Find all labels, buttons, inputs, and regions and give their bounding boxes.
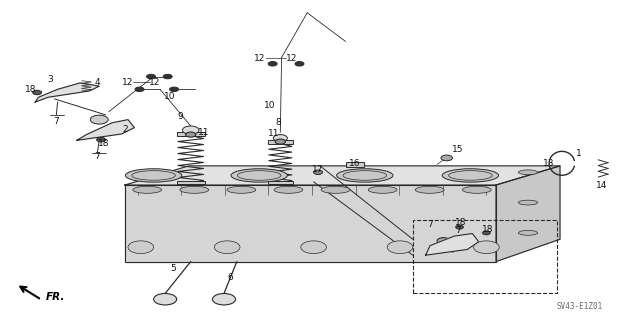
Bar: [346, 162, 364, 167]
Polygon shape: [77, 120, 134, 140]
Polygon shape: [125, 185, 496, 262]
Ellipse shape: [337, 169, 393, 182]
Bar: [268, 140, 293, 144]
Circle shape: [268, 62, 277, 66]
Circle shape: [295, 62, 304, 66]
Circle shape: [170, 87, 179, 92]
Circle shape: [147, 74, 156, 79]
Bar: [268, 181, 293, 184]
Circle shape: [456, 225, 463, 229]
Ellipse shape: [368, 186, 397, 193]
Circle shape: [273, 135, 287, 142]
Circle shape: [483, 231, 490, 235]
Text: 12: 12: [285, 54, 297, 63]
Bar: [177, 181, 205, 184]
Ellipse shape: [180, 186, 209, 193]
Circle shape: [437, 238, 450, 244]
Text: 15: 15: [452, 145, 463, 154]
Text: FR.: FR.: [46, 292, 65, 302]
Text: 7: 7: [95, 152, 100, 161]
Text: 13: 13: [543, 159, 555, 168]
Text: 11: 11: [198, 128, 209, 137]
Bar: [413, 220, 557, 293]
Ellipse shape: [125, 169, 182, 182]
Ellipse shape: [518, 170, 538, 175]
Text: 11: 11: [268, 129, 280, 138]
Circle shape: [301, 241, 326, 254]
Text: 7: 7: [54, 117, 59, 126]
Text: 10: 10: [164, 92, 175, 101]
Bar: [177, 132, 205, 136]
Ellipse shape: [274, 186, 303, 193]
Circle shape: [97, 137, 106, 142]
Text: 8: 8: [276, 118, 281, 127]
Text: 17: 17: [312, 165, 323, 174]
Ellipse shape: [518, 230, 538, 235]
Text: 3: 3: [47, 75, 52, 84]
Circle shape: [275, 139, 285, 144]
Circle shape: [163, 74, 172, 79]
Text: 12: 12: [122, 78, 134, 87]
Circle shape: [212, 293, 236, 305]
Text: 18: 18: [25, 85, 36, 94]
Text: 14: 14: [596, 181, 607, 189]
Ellipse shape: [518, 200, 538, 205]
Circle shape: [135, 87, 144, 92]
Circle shape: [182, 126, 199, 134]
Circle shape: [33, 90, 42, 95]
Ellipse shape: [463, 186, 492, 193]
Polygon shape: [426, 234, 479, 255]
Text: 12: 12: [149, 78, 161, 87]
Circle shape: [441, 155, 452, 161]
Text: 18: 18: [98, 139, 109, 148]
Text: 2: 2: [122, 125, 127, 134]
Text: 10: 10: [264, 101, 276, 110]
Text: 9: 9: [178, 112, 183, 121]
Circle shape: [154, 293, 177, 305]
Polygon shape: [125, 166, 560, 185]
Text: 16: 16: [349, 159, 361, 168]
Ellipse shape: [231, 169, 287, 182]
Ellipse shape: [133, 186, 162, 193]
Text: 6: 6: [228, 273, 233, 282]
Ellipse shape: [442, 169, 499, 182]
Circle shape: [214, 241, 240, 254]
Text: 18: 18: [482, 225, 493, 234]
Ellipse shape: [321, 186, 350, 193]
Circle shape: [456, 241, 468, 247]
Text: 1: 1: [577, 149, 582, 158]
Circle shape: [186, 132, 196, 137]
Circle shape: [474, 241, 499, 254]
Text: 4: 4: [95, 78, 100, 87]
Text: SV43-E1Z01: SV43-E1Z01: [556, 302, 602, 311]
Text: 7: 7: [428, 220, 433, 229]
Text: 12: 12: [254, 54, 266, 63]
Text: 5: 5: [170, 264, 175, 273]
Circle shape: [90, 115, 108, 124]
Circle shape: [314, 170, 323, 174]
Polygon shape: [496, 166, 560, 262]
Polygon shape: [35, 83, 99, 102]
Text: 18: 18: [455, 218, 467, 227]
Ellipse shape: [415, 186, 444, 193]
Ellipse shape: [227, 186, 256, 193]
Circle shape: [128, 241, 154, 254]
Circle shape: [387, 241, 413, 254]
Text: 7: 7: [456, 226, 461, 235]
